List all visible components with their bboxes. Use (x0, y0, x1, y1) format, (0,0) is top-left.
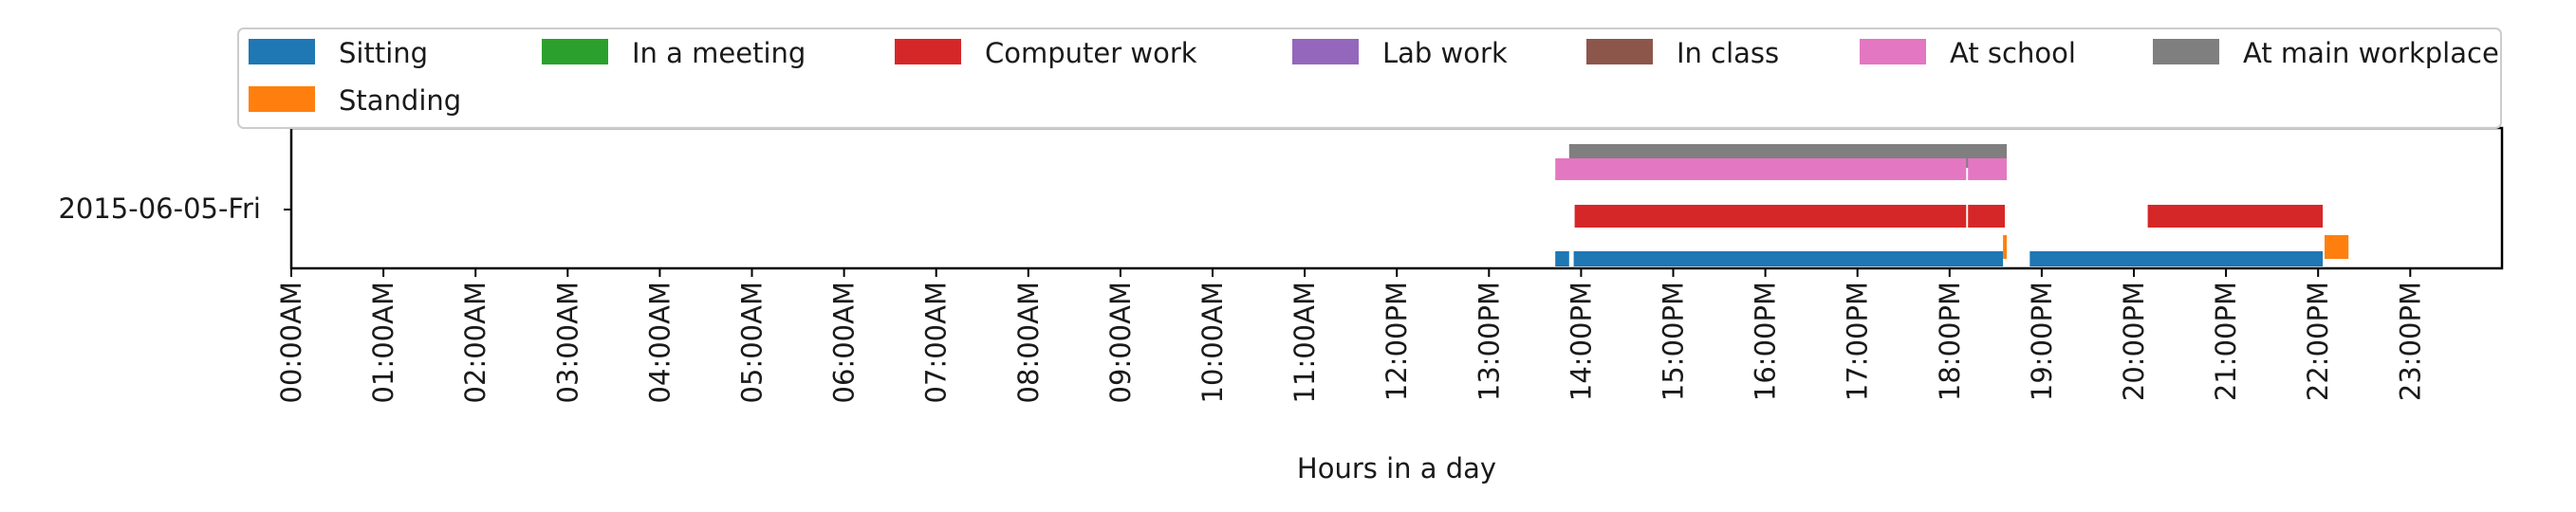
bar-sitting (1555, 251, 1569, 266)
x-tick-label: 21:00PM (2210, 282, 2242, 401)
x-tick-label: 08:00AM (1012, 282, 1045, 403)
legend-label: At main workplace (2243, 37, 2499, 69)
legend-label: In a meeting (632, 37, 806, 69)
legend-swatch-standing (249, 86, 315, 112)
bar-sitting (1573, 251, 2004, 266)
legend-label: Lab work (1382, 37, 1508, 69)
bar-at-school (1968, 158, 2007, 180)
legend-label: Standing (339, 84, 461, 117)
x-tick-label: 06:00AM (828, 282, 861, 403)
legend-label: In class (1677, 37, 1779, 69)
x-tick-label: 17:00PM (1842, 282, 1874, 401)
x-tick-label: 02:00AM (459, 282, 491, 403)
x-tick-label: 12:00PM (1381, 282, 1413, 401)
legend-label: At school (1950, 37, 2076, 69)
x-tick-label: 23:00PM (2394, 282, 2426, 401)
x-tick-label: 01:00AM (367, 282, 399, 403)
legend-swatch-lab-work (1292, 39, 1359, 64)
x-tick-label: 20:00PM (2118, 282, 2150, 401)
x-tick-label: 14:00PM (1565, 282, 1597, 401)
legend: Sitting In a meeting Computer work Lab work… (237, 27, 2502, 129)
x-tick-label: 05:00AM (736, 282, 769, 403)
legend-swatch-in-class (1586, 39, 1653, 64)
x-axis-label: Hours in a day (1297, 452, 1496, 485)
bar-computer-work (1968, 205, 2005, 228)
legend-swatch-at-main-workplace (2153, 39, 2219, 64)
x-tick-label: 13:00PM (1473, 282, 1505, 401)
x-tick-label: 10:00AM (1196, 282, 1229, 403)
x-tick-label: 11:00AM (1288, 282, 1321, 403)
y-axis: 2015-06-05-Fri (58, 192, 291, 225)
y-tick-label: 2015-06-05-Fri (58, 192, 261, 225)
x-tick-label: 18:00PM (1934, 282, 1966, 401)
x-tick-label: 16:00PM (1750, 282, 1782, 401)
x-tick-label: 22:00PM (2302, 282, 2334, 401)
x-tick-label: 03:00AM (551, 282, 584, 403)
x-tick-label: 09:00AM (1104, 282, 1137, 403)
timeline-bars (1555, 144, 2349, 266)
x-tick-label: 04:00AM (643, 282, 676, 403)
x-tick-label: 15:00PM (1658, 282, 1690, 401)
legend-swatch-computer-work (895, 39, 961, 64)
legend-swatch-sitting (249, 39, 315, 64)
legend-swatch-in-meeting (542, 39, 608, 64)
x-tick-label: 19:00PM (2026, 282, 2058, 401)
x-axis: 00:00AM 01:00AM 02:00AM 03:00AM 04:00AM 05:00… (275, 268, 2426, 403)
bar-sitting (2029, 251, 2324, 266)
bar-standing (2003, 235, 2007, 259)
bar-computer-work (2147, 205, 2324, 228)
x-tick-label: 00:00AM (275, 282, 307, 403)
x-tick-label: 07:00AM (920, 282, 953, 403)
legend-label: Sitting (339, 37, 428, 69)
legend-label: Computer work (985, 37, 1197, 69)
legend-swatch-at-school (1860, 39, 1926, 64)
bar-at-school (1555, 158, 1967, 180)
bar-computer-work (1574, 205, 1967, 228)
plot-frame (289, 126, 2504, 270)
bar-standing (2325, 235, 2349, 259)
legend-frame (237, 27, 2502, 129)
